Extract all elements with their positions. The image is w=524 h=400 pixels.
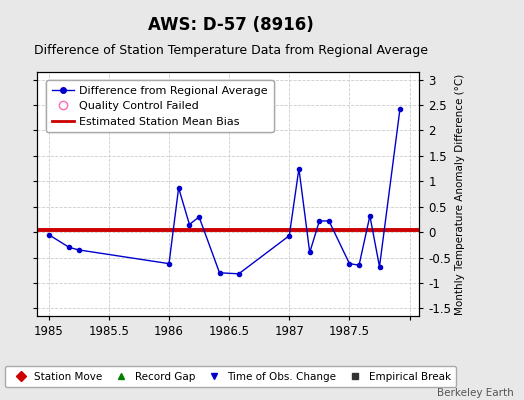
Difference from Regional Average <box>376 264 383 269</box>
Difference from Regional Average <box>316 218 322 223</box>
Difference from Regional Average <box>326 218 332 223</box>
Difference from Regional Average <box>75 248 82 252</box>
Difference from Regional Average <box>187 222 193 227</box>
Text: AWS: D-57 (8916): AWS: D-57 (8916) <box>148 16 313 34</box>
Y-axis label: Monthly Temperature Anomaly Difference (°C): Monthly Temperature Anomaly Difference (… <box>455 73 465 315</box>
Difference from Regional Average <box>166 261 172 266</box>
Difference from Regional Average <box>397 107 403 112</box>
Legend: Difference from Regional Average, Quality Control Failed, Estimated Station Mean: Difference from Regional Average, Qualit… <box>46 80 274 132</box>
Line: Difference from Regional Average: Difference from Regional Average <box>47 107 402 276</box>
Difference from Regional Average <box>236 272 242 276</box>
Difference from Regional Average <box>176 186 182 190</box>
Difference from Regional Average <box>286 233 292 238</box>
Text: Difference of Station Temperature Data from Regional Average: Difference of Station Temperature Data f… <box>34 44 428 57</box>
Difference from Regional Average <box>346 261 353 266</box>
Text: Berkeley Earth: Berkeley Earth <box>437 388 514 398</box>
Difference from Regional Average <box>66 245 72 250</box>
Difference from Regional Average <box>216 270 223 275</box>
Difference from Regional Average <box>296 166 302 171</box>
Difference from Regional Average <box>196 214 202 219</box>
Difference from Regional Average <box>307 250 313 255</box>
Difference from Regional Average <box>46 232 52 237</box>
Difference from Regional Average <box>356 263 362 268</box>
Legend: Station Move, Record Gap, Time of Obs. Change, Empirical Break: Station Move, Record Gap, Time of Obs. C… <box>5 366 456 387</box>
Difference from Regional Average <box>367 214 373 218</box>
